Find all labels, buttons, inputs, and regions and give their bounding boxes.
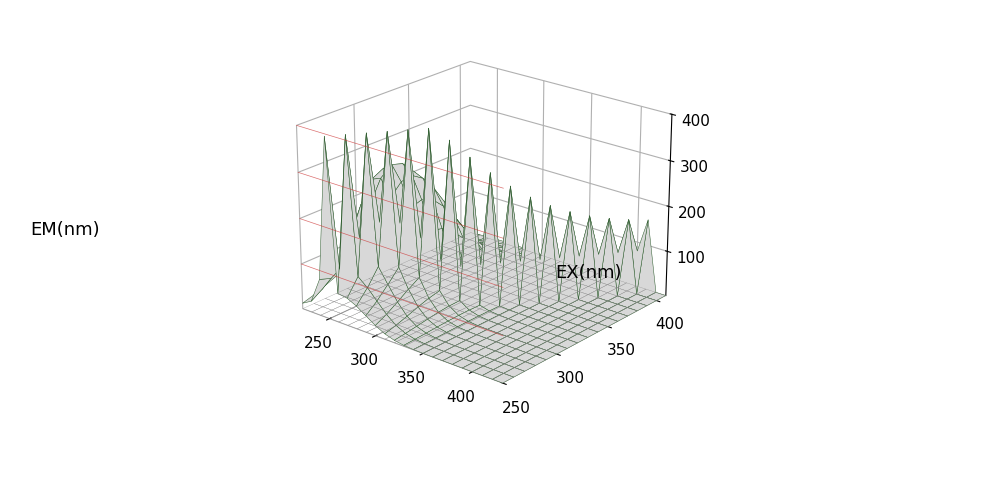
Text: EM(nm): EM(nm)	[30, 221, 100, 239]
